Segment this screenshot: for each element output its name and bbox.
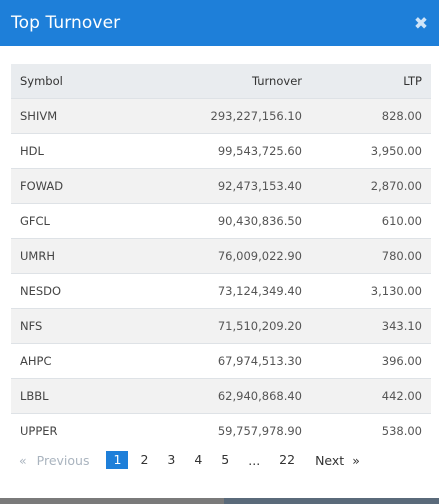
table-row: UMRH 76,009,022.90 780.00 <box>11 238 431 273</box>
cell-symbol: NESDO <box>20 283 62 298</box>
bottom-scroll-bar <box>0 498 439 504</box>
turnover-table-container: Symbol Turnover LTP SHIVM 293,227,156.10… <box>11 64 431 448</box>
page-button-1[interactable]: 1 <box>106 451 129 469</box>
cell-ltp: 610.00 <box>381 213 422 228</box>
page-button-22[interactable]: 22 <box>279 452 296 467</box>
cell-symbol: AHPC <box>20 353 52 368</box>
column-header-turnover: Turnover <box>251 73 302 88</box>
cell-ltp: 343.10 <box>381 318 422 333</box>
cell-turnover: 71,510,209.20 <box>217 318 302 333</box>
page-button-2[interactable]: 2 <box>140 452 149 467</box>
cell-symbol: NFS <box>20 318 43 333</box>
cell-symbol: UPPER <box>20 423 58 438</box>
cell-turnover: 76,009,022.90 <box>217 248 302 263</box>
page-button-3[interactable]: 3 <box>167 452 176 467</box>
table-row: HDL 99,543,725.60 3,950.00 <box>11 133 431 168</box>
previous-arrow-icon[interactable]: « <box>19 452 27 468</box>
cell-turnover: 67,974,513.30 <box>217 353 302 368</box>
table-row: FOWAD 92,473,153.40 2,870.00 <box>11 168 431 203</box>
modal-header: Top Turnover ✖ <box>0 0 439 46</box>
table-row: SHIVM 293,227,156.10 828.00 <box>11 98 431 133</box>
table-header-row: Symbol Turnover LTP <box>11 64 431 98</box>
cell-turnover: 99,543,725.60 <box>217 143 302 158</box>
cell-turnover: 62,940,868.40 <box>217 388 302 403</box>
cell-symbol: SHIVM <box>20 108 58 123</box>
table-row: NFS 71,510,209.20 343.10 <box>11 308 431 343</box>
cell-ltp: 828.00 <box>381 108 422 123</box>
column-header-symbol: Symbol <box>20 73 63 88</box>
next-page-button[interactable]: Next <box>315 452 345 468</box>
cell-symbol: FOWAD <box>20 178 64 193</box>
cell-symbol: UMRH <box>20 248 55 263</box>
pagination: « Previous 1 2 3 4 5 ... 22 Next » <box>11 451 360 469</box>
column-header-ltp: LTP <box>403 73 422 88</box>
pagination-ellipsis: ... <box>248 452 261 468</box>
turnover-table: Symbol Turnover LTP SHIVM 293,227,156.10… <box>11 64 431 448</box>
table-row: NESDO 73,124,349.40 3,130.00 <box>11 273 431 308</box>
cell-turnover: 293,227,156.10 <box>210 108 302 123</box>
cell-symbol: HDL <box>20 143 44 158</box>
table-row: GFCL 90,430,836.50 610.00 <box>11 203 431 238</box>
table-row: UPPER 59,757,978.90 538.00 <box>11 413 431 448</box>
scroll-thumb[interactable] <box>224 498 439 504</box>
page-button-4[interactable]: 4 <box>194 452 203 467</box>
cell-ltp: 3,130.00 <box>370 283 422 298</box>
table-row: AHPC 67,974,513.30 396.00 <box>11 343 431 378</box>
cell-turnover: 92,473,153.40 <box>217 178 302 193</box>
cell-symbol: GFCL <box>20 213 50 228</box>
modal-title: Top Turnover <box>11 13 121 33</box>
cell-ltp: 396.00 <box>381 353 422 368</box>
cell-ltp: 2,870.00 <box>370 178 422 193</box>
cell-ltp: 538.00 <box>381 423 422 438</box>
cell-ltp: 780.00 <box>381 248 422 263</box>
cell-ltp: 3,950.00 <box>370 143 422 158</box>
cell-symbol: LBBL <box>20 388 49 403</box>
cell-turnover: 90,430,836.50 <box>217 213 302 228</box>
previous-page-button[interactable]: Previous <box>36 452 90 468</box>
next-arrow-icon[interactable]: » <box>352 452 360 468</box>
cell-ltp: 442.00 <box>381 388 422 403</box>
cell-turnover: 59,757,978.90 <box>217 423 302 438</box>
table-row: LBBL 62,940,868.40 442.00 <box>11 378 431 413</box>
cell-turnover: 73,124,349.40 <box>217 283 302 298</box>
page-button-5[interactable]: 5 <box>221 452 230 467</box>
close-icon[interactable]: ✖ <box>413 14 429 34</box>
